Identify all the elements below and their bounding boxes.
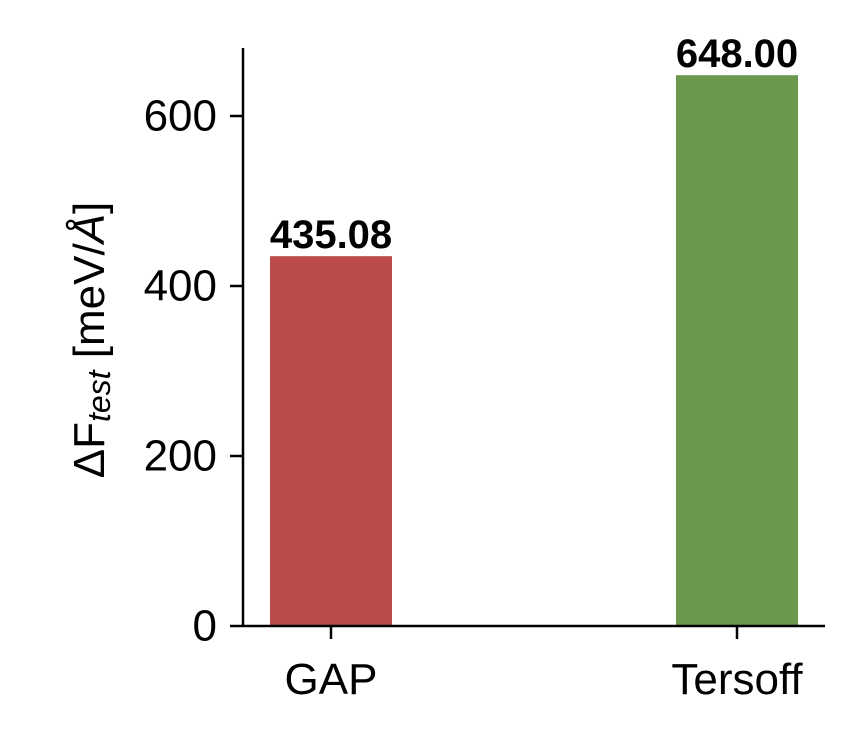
y-axis-title-suffix-close: ] (65, 202, 114, 214)
y-axis-title-group: ΔFtest [meV/Å] (65, 202, 118, 479)
axes-group: 0 200 400 600 GAP Tersoff (144, 48, 825, 704)
y-axis-title-prefix: ΔF (65, 422, 114, 478)
data-label-gap: 435.08 (270, 213, 392, 257)
data-label-tersoff: 648.00 (676, 32, 798, 76)
y-tick-label: 200 (144, 432, 217, 481)
x-tick-label: Tersoff (671, 655, 803, 704)
bar-gap (270, 256, 392, 626)
bars-group (270, 75, 798, 626)
y-tick-label: 600 (144, 92, 217, 141)
y-axis-title: ΔFtest [meV/Å] (65, 202, 118, 479)
y-axis-title-subscript: test (81, 369, 117, 422)
y-axis-title-unit: Å (65, 214, 114, 246)
data-labels-group: 435.08 648.00 (270, 32, 798, 257)
y-tick-label: 400 (144, 262, 217, 311)
y-axis-title-suffix-open: [meV/ (65, 243, 114, 371)
x-tick-label: GAP (285, 655, 378, 704)
y-tick-label: 0 (193, 602, 217, 651)
bar-tersoff (676, 75, 798, 626)
